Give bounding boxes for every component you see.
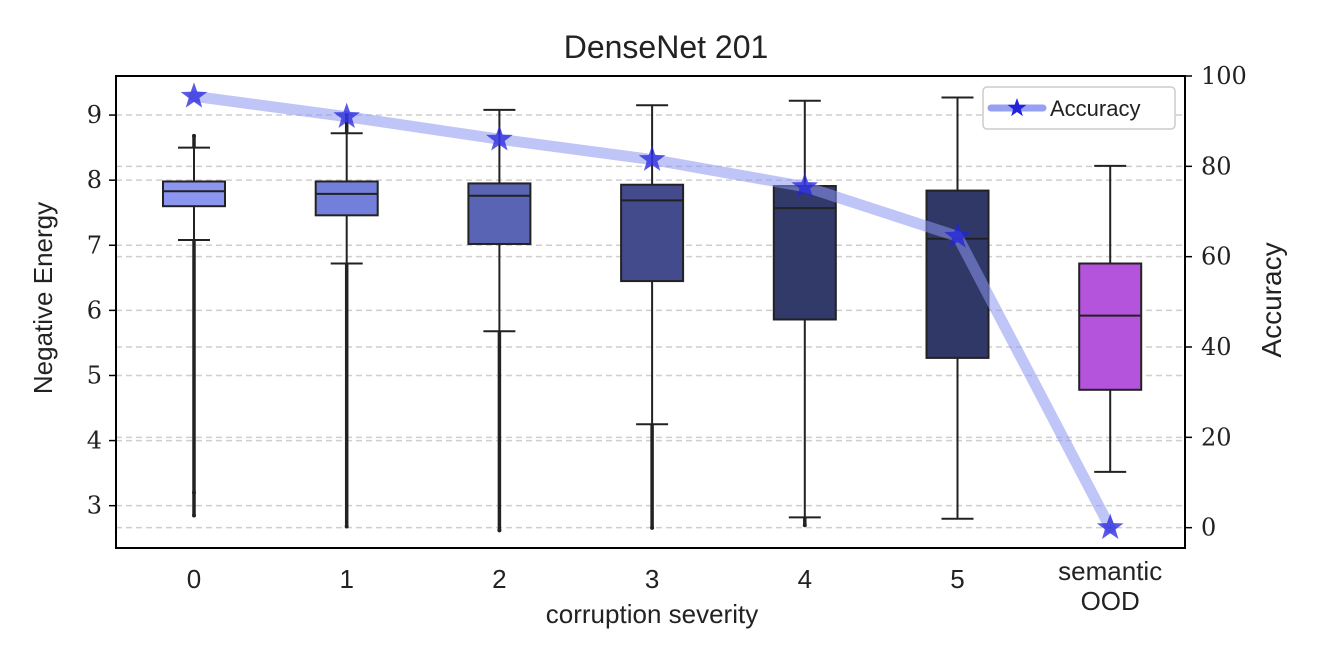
box-group-3 (620, 104, 685, 530)
x-tick-label-4: 4 (798, 564, 812, 594)
y2-tick-label-80: 80 (1201, 152, 1232, 180)
flier-point-low-0 (802, 523, 807, 528)
chart-title: DenseNet 201 (564, 29, 769, 65)
y2-tick-label-100: 100 (1201, 62, 1247, 90)
x-tick-label-line: 0 (187, 564, 201, 594)
flier-point-low-0 (192, 513, 196, 518)
box-group-4 (772, 99, 837, 528)
accuracy-star-marker-1 (333, 102, 361, 128)
box-group-1 (314, 113, 379, 529)
flier-point-low-0 (497, 528, 502, 533)
x-tick-label-line: semantic (1058, 556, 1162, 586)
legend-label-accuracy: Accuracy (1050, 96, 1140, 121)
accuracy-series (180, 82, 1124, 539)
y2-tick-label-0: 0 (1201, 514, 1216, 542)
y-tick-label-6: 6 (87, 296, 102, 324)
box-iqr (314, 180, 379, 217)
accuracy-star-marker-4 (791, 172, 819, 198)
x-tick-label-line: OOD (1081, 586, 1140, 616)
legend-box (982, 86, 1176, 130)
box-group-0 (162, 133, 226, 518)
y2-tick-label-20: 20 (1201, 423, 1232, 451)
box-plots (162, 96, 1143, 533)
accuracy-star-marker-3 (638, 145, 666, 171)
x-tick-label-line: 4 (798, 564, 812, 594)
box-iqr (162, 180, 226, 208)
y-tick-label-7: 7 (87, 231, 102, 259)
x-tick-label-0: 0 (187, 564, 201, 594)
box-group-2 (467, 108, 532, 533)
y-tick-label-3: 3 (87, 492, 102, 520)
x-axis-ticks: 0 1 2 3 4 5 semantic OOD (187, 556, 1162, 616)
box-iqr (1078, 262, 1143, 391)
box-iqr (772, 185, 837, 321)
y2-tick-label-60: 60 (1201, 243, 1232, 271)
accuracy-star-marker-6 (1096, 513, 1124, 539)
right-axis-ticks: 0 20 40 60 80 100 (1185, 62, 1247, 542)
x-tick-label-line: 3 (645, 564, 659, 594)
plot-frame (115, 75, 1186, 549)
x-tick-label-2: 2 (492, 564, 506, 594)
x-tick-label-3: 3 (645, 564, 659, 594)
x-axis-label: corruption severity (546, 599, 758, 629)
left-axis-ticks: 3 4 5 6 7 8 9 (87, 101, 116, 520)
y2-tick-label-40: 40 (1201, 333, 1232, 361)
box-iqr (620, 183, 685, 283)
x-tick-label-5: 5 (950, 564, 964, 594)
y-tick-label-5: 5 (87, 361, 102, 389)
flier-point-high-0 (192, 133, 196, 138)
y-tick-label-4: 4 (87, 427, 102, 455)
accuracy-star-marker-5 (944, 222, 971, 248)
x-tick-label-line: 1 (339, 564, 353, 594)
x-tick-label-line: 2 (492, 564, 506, 594)
legend-star-marker (1007, 98, 1027, 117)
flier-point-low-1 (192, 490, 196, 495)
y2-axis-label: Accuracy (1256, 242, 1287, 357)
box-group-6 (1078, 164, 1143, 473)
y-tick-label-8: 8 (87, 166, 102, 194)
flier-point-low-0 (344, 524, 349, 529)
flier-point-low-0 (650, 525, 655, 530)
legend: Accuracy (982, 86, 1176, 130)
box-iqr (467, 182, 532, 245)
x-tick-label-6: semantic OOD (1058, 556, 1162, 616)
y-axis-label: Negative Energy (28, 202, 58, 394)
y-tick-label-9: 9 (87, 101, 102, 129)
accuracy-star-marker-2 (486, 125, 513, 151)
x-tick-label-1: 1 (339, 564, 353, 594)
accuracy-star-marker-0 (180, 82, 208, 108)
x-tick-label-line: 5 (950, 564, 964, 594)
